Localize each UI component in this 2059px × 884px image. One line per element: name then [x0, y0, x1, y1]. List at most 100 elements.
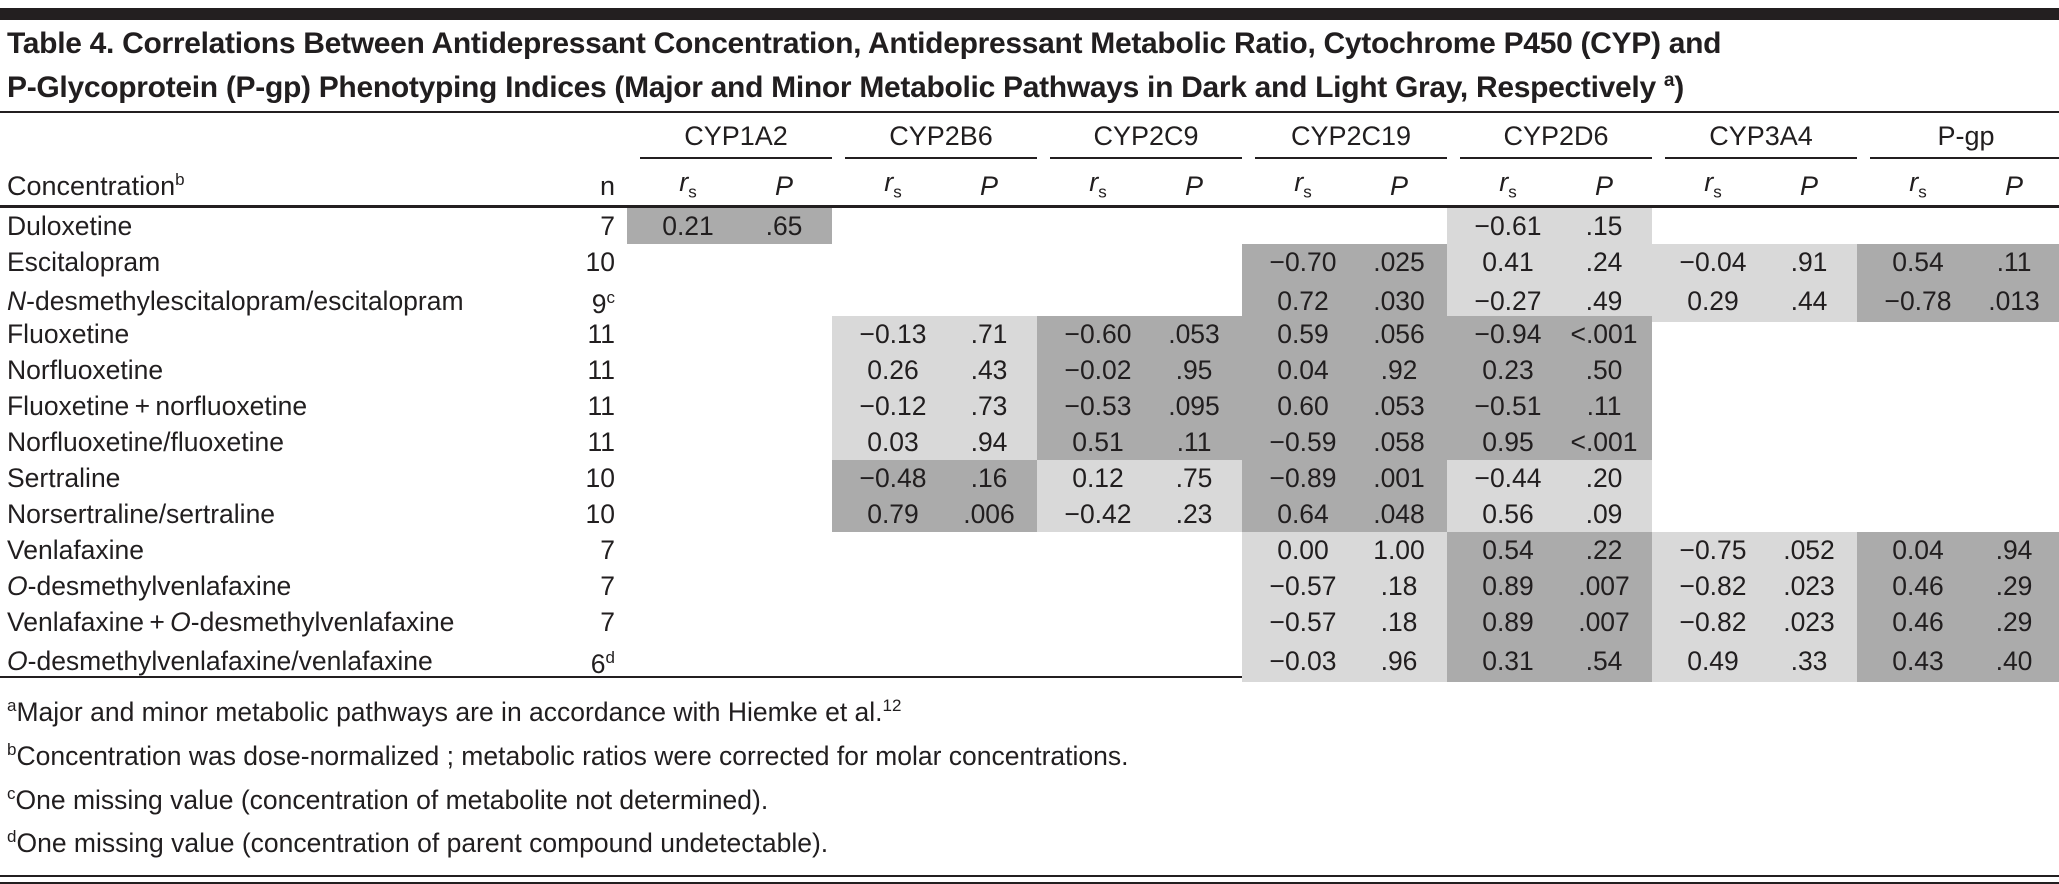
p-value: .013: [1988, 285, 2040, 316]
rs-subscript: s: [1713, 182, 1722, 201]
p-column-header: P: [1556, 171, 1652, 202]
p-value: .023: [1783, 571, 1835, 601]
drug-name: Duloxetine: [7, 211, 133, 241]
rs-value: −0.59: [1269, 427, 1337, 457]
enzyme-group-header-cyp3a4: CYP3A4: [1652, 121, 1857, 159]
rs-column-header: rs: [640, 167, 736, 202]
cell-p-gp: [1857, 388, 2059, 424]
cell-cyp2c19: 0.59 .056: [1242, 316, 1447, 352]
rs-value: 0.29: [1687, 285, 1739, 316]
p-value: .40: [1995, 645, 2033, 676]
p-value: .22: [1585, 535, 1623, 565]
p-column-header: P: [1146, 171, 1242, 202]
stat-subheaders-cyp2b6: rs P: [832, 159, 1037, 202]
rs-value: −0.70: [1269, 247, 1337, 277]
cell-cyp2c19: −0.59 .058: [1242, 424, 1447, 460]
rs-subscript: s: [1303, 182, 1312, 201]
stat-subheaders-cyp3a4: rs P: [1652, 159, 1857, 202]
p-column-header: P: [1761, 171, 1857, 202]
italic-name-part: N: [7, 285, 27, 316]
cell-cyp2c19: 0.04 .92: [1242, 352, 1447, 388]
rs-subscript: s: [688, 182, 697, 201]
enzyme-group-header-p-gp: P-gp: [1857, 121, 2059, 159]
cell-cyp2c19: 0.64 .048: [1242, 496, 1447, 532]
drug-name: Fluoxetine + norfluoxetine: [7, 391, 308, 421]
footnote-a: aMajor and minor metabolic pathways are …: [7, 696, 902, 727]
p-value: .11: [1586, 391, 1622, 421]
cell-cyp2b6: [832, 208, 1037, 244]
enzyme-group-label: CYP2C19: [1255, 121, 1447, 159]
p-symbol: P: [1184, 171, 1203, 201]
stat-subheaders-cyp2d6: rs P: [1447, 159, 1652, 202]
drug-name: N-desmethylescitalopram/escitalopram: [7, 285, 464, 316]
rs-value: −0.94: [1474, 319, 1542, 349]
rs-value: 0.00: [1277, 535, 1329, 565]
p-value: .095: [1168, 391, 1220, 421]
rs-value: 0.51: [1072, 427, 1124, 457]
cell-cyp2c9: [1037, 640, 1242, 682]
table-title-close-paren: ): [1674, 71, 1684, 104]
p-symbol: P: [2004, 171, 2023, 201]
rs-value: −0.48: [859, 463, 927, 493]
cell-cyp3a4: [1652, 388, 1857, 424]
p-value: .50: [1585, 355, 1623, 385]
cell-cyp3a4: [1652, 352, 1857, 388]
table-row: Escitalopram 10 −0.70 .025 0.41 .24 −0.04 .91 0.…: [0, 244, 2059, 280]
rs-value: 0.46: [1892, 571, 1944, 601]
cell-cyp2b6: 0.26 .43: [832, 352, 1037, 388]
cell-cyp2c19: −0.57 .18: [1242, 604, 1447, 640]
rs-symbol: r: [1499, 166, 1509, 197]
p-value: .94: [1995, 535, 2033, 565]
rs-value: 0.46: [1892, 607, 1944, 637]
cell-cyp1a2: [627, 568, 832, 604]
cell-cyp2d6: 0.56 .09: [1447, 496, 1652, 532]
footnote-marker: d: [7, 827, 17, 847]
cell-cyp2b6: −0.13 .71: [832, 316, 1037, 352]
p-value: .053: [1168, 319, 1220, 349]
cell-cyp2d6: −0.27 .49: [1447, 280, 1652, 322]
enzyme-group-header-cyp2c9: CYP2C9: [1037, 121, 1242, 159]
p-value: .49: [1585, 285, 1623, 316]
cell-cyp2c19: 0.00 1.00: [1242, 532, 1447, 568]
p-value: .11: [1996, 247, 2032, 277]
rs-value: −0.78: [1884, 285, 1952, 316]
p-symbol: P: [1799, 171, 1818, 201]
cell-cyp2c9: −0.60 .053: [1037, 316, 1242, 352]
top-rule-bar: [0, 8, 2059, 20]
p-value: 1.00: [1373, 535, 1425, 565]
rs-value: −0.02: [1064, 355, 1132, 385]
cell-cyp2c19: [1242, 208, 1447, 244]
n-value: 11: [587, 355, 615, 385]
table-row: Fluoxetine 11 −0.13 .71 −0.60 .053 0.59 .056 −0.…: [0, 316, 2059, 352]
p-value: .71: [970, 319, 1008, 349]
rs-value: 0.21: [662, 211, 714, 241]
stat-subheaders-cyp2c19: rs P: [1242, 159, 1447, 202]
rs-value: 0.03: [867, 427, 919, 457]
n-value: 7: [600, 607, 615, 637]
table-row: Sertraline 10 −0.48 .16 0.12 .75 −0.89 .001 −0.4…: [0, 460, 2059, 496]
cell-cyp2c19: 0.60 .053: [1242, 388, 1447, 424]
cell-p-gp: [1857, 352, 2059, 388]
rs-symbol: r: [884, 166, 894, 197]
rs-subscript: s: [1508, 182, 1517, 201]
table-row: Norsertraline/sertraline 10 0.79 .006 −0.42.…: [0, 496, 2059, 532]
p-column-header: P: [1966, 171, 2059, 202]
cell-cyp1a2: [627, 640, 832, 682]
n-value: 11: [587, 391, 615, 421]
cell-p-gp: [1857, 208, 2059, 244]
p-value: .20: [1585, 463, 1623, 493]
rs-column-header: rs: [1050, 167, 1146, 202]
p-value: .54: [1585, 645, 1623, 676]
table-row: Norfluoxetine 11 0.26 .43 −0.02 .95 0.04 .92 0.2…: [0, 352, 2059, 388]
stat-subheaders-cyp1a2: rs P: [627, 159, 832, 202]
rs-value: 0.31: [1482, 645, 1534, 676]
p-value: .058: [1373, 427, 1425, 457]
n-value: 10: [585, 499, 615, 529]
p-value: .11: [1176, 427, 1212, 457]
cell-cyp2d6: 0.95 <.001: [1447, 424, 1652, 460]
n-footnote-marker: d: [605, 648, 615, 667]
rs-column-header: rs: [1460, 167, 1556, 202]
rs-value: 0.04: [1277, 355, 1329, 385]
footnotes: aMajor and minor metabolic pathways are …: [0, 678, 2059, 862]
